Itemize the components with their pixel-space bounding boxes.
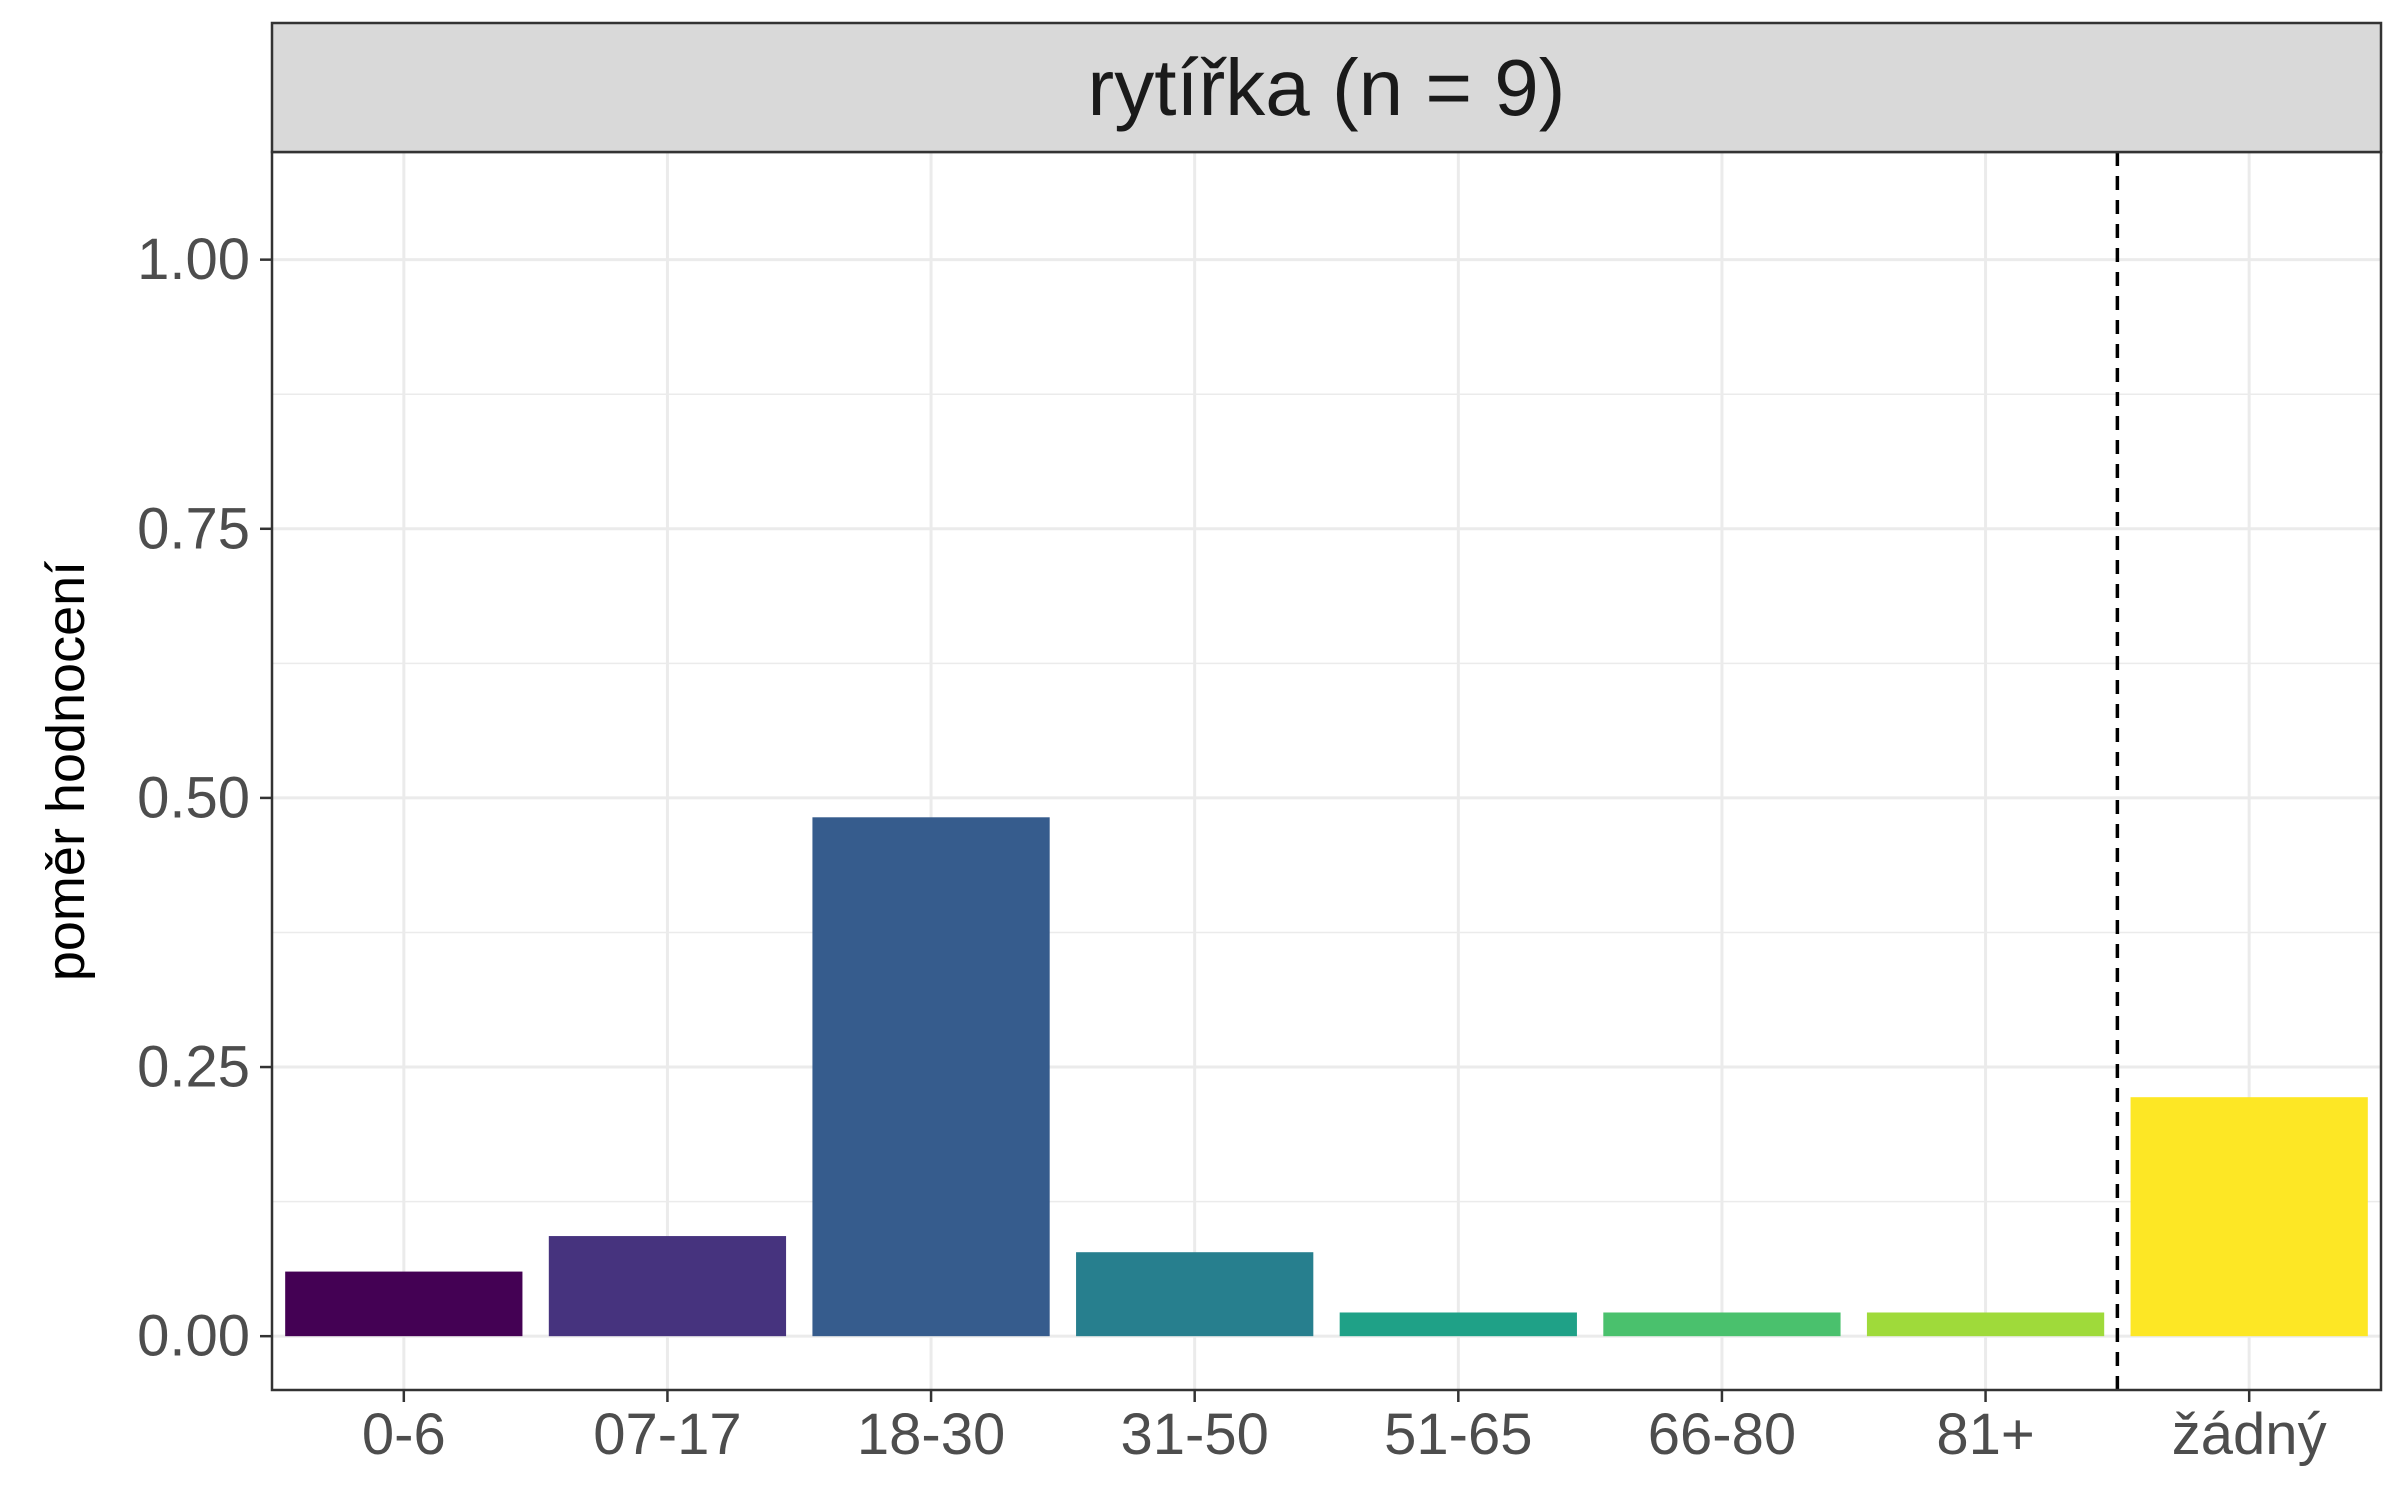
x-tick-label: žádný [2172,1402,2327,1467]
facet-title: rytířka (n = 9) [1088,43,1566,132]
facet-strip: rytířka (n = 9) [270,21,2383,154]
x-tick-label: 51-65 [1384,1402,1532,1467]
facet-strip-background [270,21,2383,154]
y-tick-label: 0.50 [137,765,250,830]
bar-31-50 [1076,1252,1314,1337]
grid-layer [272,152,2381,1390]
x-tick-label: 81+ [1936,1402,2034,1467]
bar-0-6 [285,1271,523,1337]
y-tick-label: 0.00 [137,1304,250,1369]
x-tick-label: 66-80 [1648,1402,1796,1467]
bar-07-17 [548,1236,787,1337]
y-tick-label: 0.25 [137,1035,250,1100]
axis-layer: 0.00 0.25 0.50 0.75 1.00 0-6 07-17 18-30 31-50 51… [137,227,2326,1467]
x-tick-label: 0-6 [362,1402,446,1467]
y-tick-label: 0.75 [137,496,250,561]
panel-background [272,152,2381,1390]
bar-žádný [2130,1097,2368,1337]
x-tick-label: 07-17 [593,1402,741,1467]
bar-18-30 [812,817,1050,1337]
bar-66-80 [1603,1312,1841,1337]
bar-81+ [1866,1312,2105,1337]
bar-layer [285,817,2368,1337]
x-tick-label: 31-50 [1121,1402,1269,1467]
x-tick-label: 18-30 [857,1402,1005,1467]
y-axis-title: poměr hodnocení [36,561,96,981]
y-tick-label: 1.00 [137,227,250,292]
bar-51-65 [1339,1312,1577,1337]
